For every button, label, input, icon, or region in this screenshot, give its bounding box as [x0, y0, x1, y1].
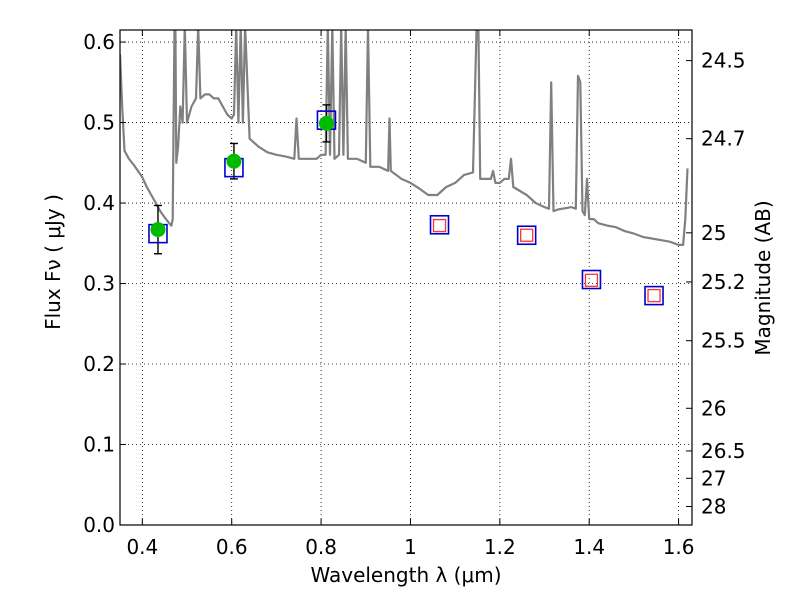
predicted-square — [520, 228, 534, 242]
y-tick-label: 0.1 — [83, 433, 115, 457]
predicted-square — [647, 288, 661, 303]
observed-point — [226, 153, 242, 169]
observed-point — [150, 222, 166, 238]
y-right-tick-label: 24.5 — [701, 49, 746, 73]
y-right-tick-label: 25.5 — [701, 329, 746, 353]
model-spectrum-line — [120, 30, 689, 246]
model-band-square — [516, 225, 537, 246]
y-axis-label: Flux Fν ( μJy ) — [41, 194, 65, 330]
y-right-tick-label: 26.5 — [701, 439, 746, 463]
plot-frame — [119, 29, 693, 526]
y-tick-label: 0.5 — [83, 111, 115, 135]
y-tick-label: 0.0 — [83, 513, 115, 537]
x-tick-label: 1.4 — [573, 535, 605, 559]
model-band-square — [644, 285, 664, 306]
y-right-tick-label: 24.7 — [701, 127, 746, 151]
model-band-square — [581, 269, 602, 290]
predicted-square — [432, 218, 447, 233]
axes: 0.4 0.6 0.8 1 1.2 1.4 1.6 0.0 0.1 0.2 0.3 0.4 0.5 0.6… — [83, 30, 746, 559]
x-tick-label: 1.2 — [484, 535, 516, 559]
x-axis-label: Wavelength λ (μm) — [310, 563, 501, 587]
grid — [120, 30, 692, 526]
model-band-square — [429, 214, 450, 235]
plot-area — [120, 30, 689, 306]
y-tick-label: 0.4 — [83, 191, 115, 215]
y-right-axis-label: Magnitude (AB) — [751, 200, 775, 355]
y-tick-label: 0.3 — [83, 272, 115, 296]
observed-point — [318, 115, 334, 131]
y-right-tick-label: 26 — [701, 396, 726, 420]
predicted-square — [584, 273, 599, 287]
y-right-tick-label: 28 — [701, 494, 726, 518]
x-tick-label: 1.6 — [663, 535, 695, 559]
x-tick-label: 0.6 — [216, 535, 248, 559]
y-tick-label: 0.2 — [83, 352, 115, 376]
y-tick-label: 0.6 — [83, 30, 115, 54]
x-tick-label: 0.4 — [126, 535, 158, 559]
x-tick-label: 0.8 — [305, 535, 337, 559]
y-right-tick-label: 25 — [701, 221, 726, 245]
y-right-tick-label: 27 — [701, 466, 726, 490]
y-right-tick-label: 25.2 — [701, 270, 746, 294]
x-tick-label: 1 — [404, 535, 417, 559]
